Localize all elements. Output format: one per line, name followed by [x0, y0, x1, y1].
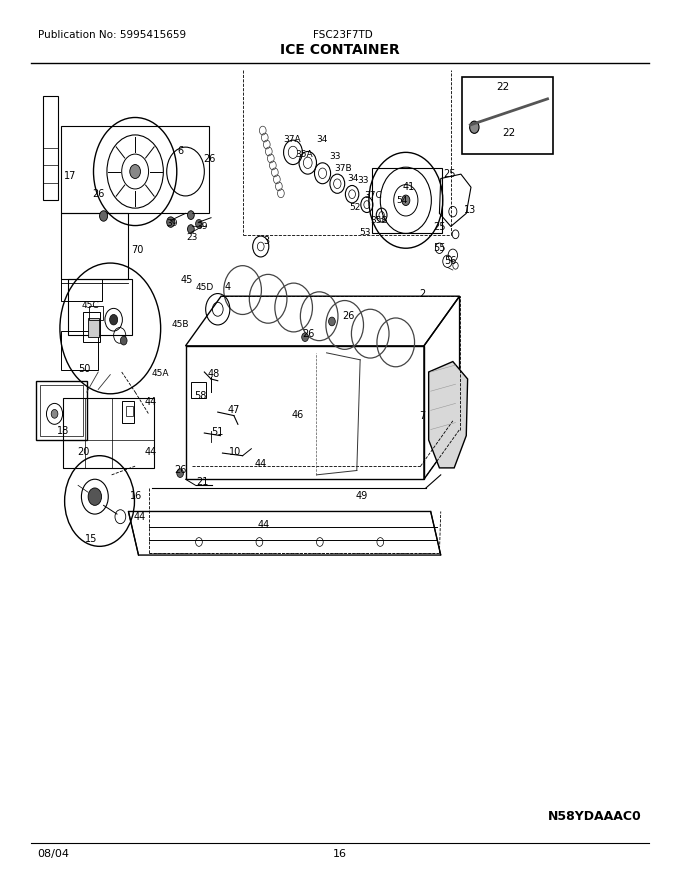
Text: 44: 44	[144, 397, 156, 407]
Text: 18: 18	[57, 426, 69, 436]
Text: 39: 39	[167, 219, 178, 228]
Text: 46: 46	[292, 410, 304, 420]
Text: 35B: 35B	[370, 216, 388, 224]
Circle shape	[120, 336, 127, 345]
Bar	[122, 400, 134, 422]
Text: N58YDAAAC0: N58YDAAAC0	[548, 810, 642, 823]
Bar	[84, 312, 99, 342]
Text: 37A: 37A	[283, 135, 301, 143]
Text: ICE CONTAINER: ICE CONTAINER	[280, 43, 400, 57]
Text: 56: 56	[445, 256, 457, 267]
Bar	[68, 279, 132, 335]
Text: 08/04: 08/04	[38, 849, 70, 859]
Bar	[61, 213, 129, 279]
Text: 26: 26	[175, 465, 187, 474]
Text: 45D: 45D	[195, 283, 214, 292]
Text: 16: 16	[333, 849, 347, 859]
Circle shape	[167, 216, 175, 227]
Text: 44: 44	[144, 447, 156, 458]
Text: Publication No: 5995415659: Publication No: 5995415659	[38, 30, 186, 40]
Text: FSC23F7TD: FSC23F7TD	[313, 30, 373, 40]
Circle shape	[302, 333, 309, 341]
Text: 45: 45	[181, 275, 193, 284]
Bar	[43, 96, 58, 201]
Text: 34: 34	[347, 174, 359, 183]
Circle shape	[130, 165, 141, 179]
Text: 49: 49	[356, 491, 369, 501]
Circle shape	[99, 210, 107, 221]
Bar	[37, 381, 87, 440]
Bar	[191, 383, 205, 398]
Text: 35A: 35A	[296, 150, 313, 158]
Text: 23: 23	[186, 233, 198, 242]
Bar	[88, 318, 99, 337]
Circle shape	[177, 469, 184, 478]
Text: 39: 39	[197, 222, 208, 231]
Text: 45B: 45B	[171, 320, 189, 329]
Text: 48: 48	[207, 369, 220, 378]
Text: 17: 17	[64, 171, 76, 181]
Text: 20: 20	[78, 447, 90, 458]
Circle shape	[88, 488, 101, 505]
Text: 53: 53	[360, 228, 371, 237]
Circle shape	[196, 219, 203, 228]
Text: 37C: 37C	[364, 192, 382, 201]
Bar	[90, 305, 103, 319]
Bar	[371, 168, 442, 233]
Text: 25: 25	[433, 223, 445, 232]
Text: 52: 52	[350, 202, 361, 212]
Text: 33: 33	[358, 176, 369, 185]
Text: 21: 21	[196, 477, 209, 487]
Bar	[61, 279, 101, 301]
Text: 55: 55	[433, 243, 445, 253]
Circle shape	[109, 314, 118, 325]
Text: 2: 2	[420, 289, 426, 298]
Text: 50: 50	[79, 363, 91, 373]
Text: 3: 3	[263, 236, 269, 246]
Circle shape	[51, 409, 58, 418]
Text: 4: 4	[225, 282, 231, 292]
Text: 44: 44	[254, 459, 267, 469]
Text: 37B: 37B	[335, 164, 352, 172]
Text: 44: 44	[258, 520, 270, 531]
Text: 25: 25	[443, 169, 456, 180]
Text: 26: 26	[92, 189, 105, 199]
Text: 16: 16	[131, 491, 143, 501]
Circle shape	[188, 210, 194, 219]
Text: 7: 7	[420, 412, 426, 422]
Text: 6: 6	[177, 145, 184, 156]
Text: 45C: 45C	[82, 301, 99, 311]
Circle shape	[328, 317, 335, 326]
Bar	[61, 331, 98, 370]
Text: 47: 47	[228, 406, 240, 415]
Circle shape	[470, 121, 479, 134]
Text: 34: 34	[316, 135, 328, 143]
Text: 10: 10	[229, 447, 241, 458]
Text: 44: 44	[134, 511, 146, 522]
Bar	[462, 77, 553, 154]
Text: 15: 15	[85, 534, 98, 545]
Text: 26: 26	[203, 154, 215, 165]
Circle shape	[402, 195, 410, 206]
Bar	[39, 385, 84, 436]
Text: 26: 26	[343, 312, 355, 321]
Circle shape	[188, 224, 194, 233]
Text: 33: 33	[329, 152, 341, 161]
Polygon shape	[428, 362, 468, 468]
Text: 22: 22	[503, 128, 516, 138]
Bar	[126, 406, 133, 416]
Text: 13: 13	[464, 205, 476, 215]
Text: 26: 26	[302, 328, 315, 339]
Text: 70: 70	[131, 245, 143, 255]
Text: 54: 54	[396, 195, 408, 205]
Text: 58: 58	[194, 391, 207, 400]
Text: 41: 41	[403, 182, 415, 192]
Text: 22: 22	[496, 83, 510, 92]
Text: 45A: 45A	[151, 370, 169, 378]
Bar	[63, 398, 154, 468]
Text: 51: 51	[211, 427, 224, 437]
Bar	[61, 126, 209, 213]
